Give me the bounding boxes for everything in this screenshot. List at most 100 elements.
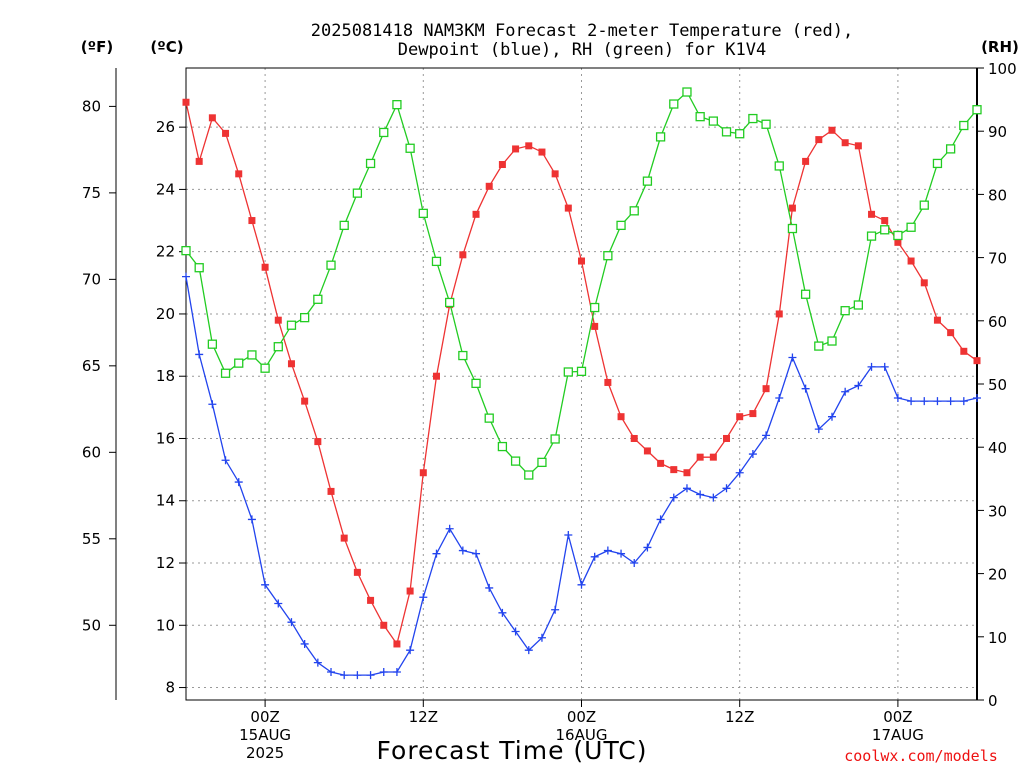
temperature-point: [788, 204, 796, 212]
rh-point: [603, 251, 613, 261]
rh-tick-label: 40: [988, 439, 1007, 457]
dewpoint-point: [313, 658, 322, 667]
temperature-point: [709, 453, 717, 461]
temperature-point: [512, 145, 520, 153]
rh-point: [194, 263, 204, 273]
dewpoint-point: [182, 272, 190, 281]
dewpoint-point: [959, 397, 968, 406]
rh-point: [695, 112, 705, 122]
rh-point: [959, 120, 969, 131]
rh-tick-label: 90: [988, 123, 1007, 141]
dewpoint-point: [933, 397, 942, 406]
temperature-point: [696, 453, 704, 461]
celsius-unit-label: (ºC): [150, 38, 183, 56]
temperature-point: [802, 157, 810, 165]
rh-point: [247, 350, 257, 360]
dewpoint-point: [577, 580, 586, 589]
dewpoint-point: [406, 646, 415, 655]
dewpoint-point: [524, 646, 533, 655]
dewpoint-point: [722, 484, 731, 493]
dewpoint-point: [735, 468, 744, 477]
temperature-point: [578, 257, 585, 265]
rh-point: [945, 144, 956, 154]
rh-tick-label: 20: [988, 566, 1007, 584]
rh-point: [418, 208, 428, 219]
rh-tick-label: 0: [988, 692, 998, 710]
rh-point: [445, 297, 455, 308]
temperature-point: [881, 217, 889, 225]
x-tick-label: 16AUG: [556, 726, 608, 744]
dewpoint-point: [551, 605, 560, 614]
temperature-point: [419, 469, 427, 477]
rh-point: [234, 358, 244, 368]
rh-point: [313, 294, 323, 304]
dewpoint-point: [656, 515, 665, 524]
rh-point: [339, 220, 349, 231]
rh-point: [840, 306, 850, 316]
rh-point: [735, 129, 745, 139]
rh-tick-label: 100: [988, 60, 1017, 78]
temperature-point: [736, 413, 744, 421]
temperature-point: [538, 148, 546, 156]
rh-point: [893, 230, 903, 241]
dewpoint-point: [340, 671, 349, 680]
dewpoint-point: [603, 546, 612, 555]
dewpoint-point: [841, 387, 850, 396]
dewpoint-point: [221, 456, 230, 465]
temperature-point: [432, 372, 440, 380]
temperature-point: [775, 310, 783, 318]
dewpoint-point: [287, 618, 296, 627]
dewpoint-point: [472, 549, 481, 558]
rh-point: [972, 105, 982, 115]
rh-tick-label: 80: [988, 186, 1007, 204]
rh-tick-label: 10: [988, 629, 1007, 647]
dewpoint-point: [973, 394, 981, 403]
temperature-point: [749, 410, 757, 418]
temperature-point: [274, 316, 282, 324]
x-tick-label: 15AUG: [239, 726, 291, 744]
dewpoint-point: [564, 530, 573, 539]
credit-text: coolwx.com/models: [844, 747, 998, 765]
temperature-point: [485, 182, 493, 190]
temperature-point: [287, 360, 295, 368]
rh-point: [655, 132, 666, 142]
temperature-point: [828, 126, 836, 134]
rh-point: [919, 200, 929, 210]
temperature-point: [841, 139, 849, 147]
rh-point: [682, 87, 692, 97]
rh-point: [550, 434, 560, 444]
temperature-point: [657, 459, 665, 467]
temperature-point: [683, 469, 691, 477]
temperature-point: [353, 568, 361, 576]
dewpoint-point: [762, 431, 771, 440]
dewpoint-point: [696, 490, 705, 499]
x-tick-label: 00Z: [250, 708, 279, 726]
temperature-point: [617, 413, 625, 421]
celsius-tick-label: 12: [156, 554, 175, 572]
rh-point: [708, 116, 718, 126]
dewpoint-point: [827, 412, 836, 421]
rh-point: [471, 378, 481, 389]
rh-point: [484, 413, 494, 423]
temperature-point: [591, 322, 599, 330]
celsius-tick-label: 14: [156, 492, 175, 510]
rh-point: [814, 341, 824, 351]
dewpoint-point: [669, 493, 678, 502]
rh-point: [326, 260, 336, 270]
rh-point: [365, 158, 376, 169]
temperature-point: [459, 251, 467, 259]
rh-point: [537, 457, 547, 468]
dewpoint-point: [379, 667, 388, 676]
temperature-point: [498, 161, 506, 169]
rh-point: [497, 441, 508, 452]
fahrenheit-unit-label: (ºF): [81, 38, 113, 56]
dewpoint-point: [537, 633, 546, 642]
rh-point: [800, 289, 811, 299]
dewpoint-point: [208, 400, 217, 409]
dewpoint-point: [867, 362, 876, 371]
dewpoint-point: [261, 580, 270, 589]
rh-point: [576, 366, 587, 377]
x-axis-title: Forecast Time (UTC): [377, 736, 648, 765]
x-tick-label: 00Z: [567, 708, 596, 726]
temperature-point: [551, 170, 559, 178]
